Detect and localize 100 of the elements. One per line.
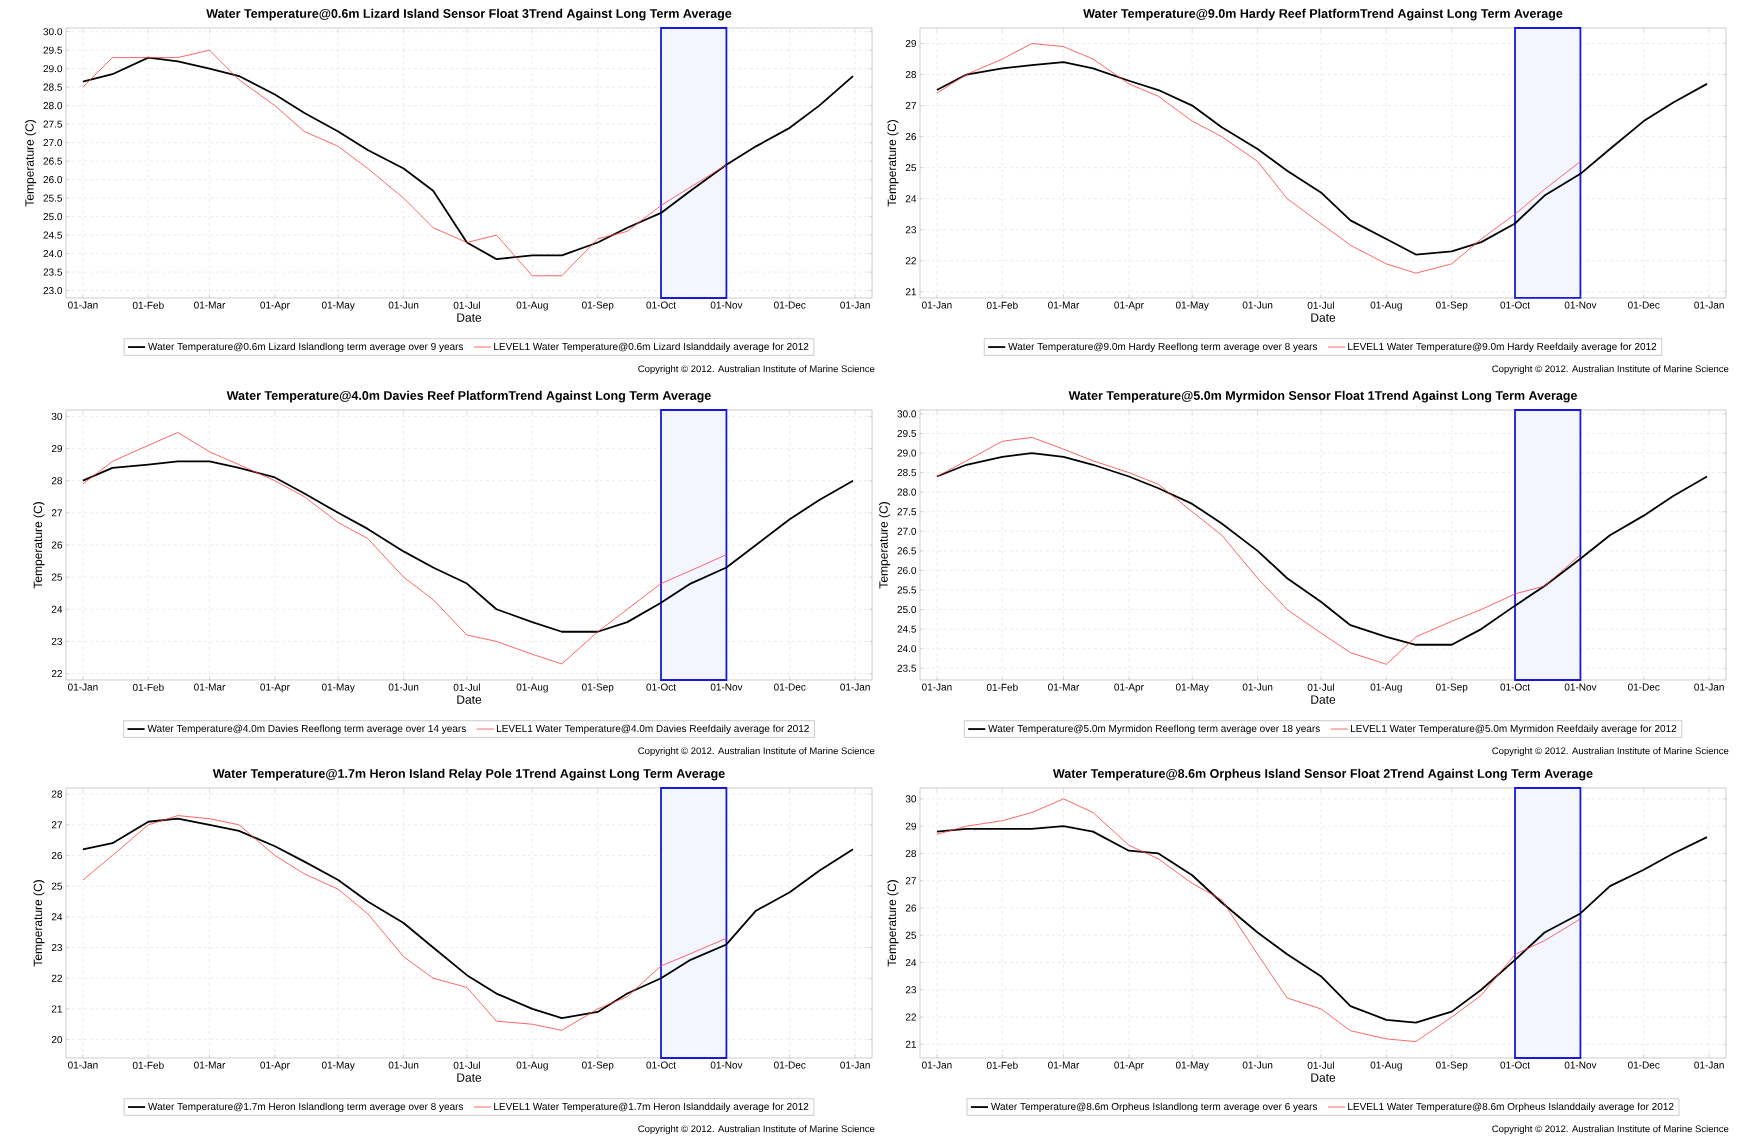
x-tick-label: 01-Dec bbox=[774, 683, 806, 691]
y-tick-label: 26.0 bbox=[897, 566, 917, 574]
x-tick-label: 01-May bbox=[321, 301, 355, 311]
x-tick-label: 01-Sep bbox=[581, 1061, 614, 1071]
y-tick-label: 29 bbox=[51, 445, 63, 453]
x-tick-label: 01-Mar bbox=[194, 301, 226, 309]
x-tick-label: 01-Jan bbox=[840, 301, 870, 309]
y-tick-label: 27.0 bbox=[897, 527, 917, 535]
x-tick-label: 01-Jan bbox=[1694, 1061, 1724, 1069]
y-tick-label: 26 bbox=[905, 904, 917, 912]
x-tick-label: 01-Mar bbox=[1048, 1061, 1080, 1069]
x-tick-label: 01-Jul bbox=[1307, 1061, 1334, 1069]
x-tick-label: 01-Jan bbox=[1694, 683, 1724, 691]
y-tick-label: 28.5 bbox=[897, 469, 917, 477]
x-tick-label: 01-Nov bbox=[710, 301, 743, 309]
x-tick-label: 01-Dec bbox=[1628, 683, 1660, 691]
line-series bbox=[81, 56, 854, 261]
x-axis-title: Date bbox=[457, 313, 482, 322]
y-tick-label: 23 bbox=[905, 226, 917, 234]
x-tick-label: 01-Oct bbox=[646, 1061, 676, 1069]
x-tick-label: 01-Mar bbox=[1048, 301, 1080, 309]
x-tick-label: 01-Jun bbox=[388, 683, 419, 691]
y-tick-label: 21 bbox=[905, 288, 916, 296]
x-tick-label: 01-Feb bbox=[132, 683, 164, 691]
y-tick-label: 24.0 bbox=[43, 250, 63, 258]
x-tick-label: 01-Jan bbox=[1694, 301, 1724, 309]
y-tick-label: 27.0 bbox=[43, 139, 63, 147]
y-axis-title: Temperature (C) bbox=[878, 502, 891, 589]
y-tick-label: 30 bbox=[905, 795, 917, 803]
x-axis-title: Date bbox=[457, 695, 482, 704]
x-tick-label: 01-Jul bbox=[453, 301, 480, 309]
legend-label: LEVEL1 Water Temperature@1.7m Heron Islanddaily average for 2012 bbox=[494, 1102, 809, 1112]
y-tick-label: 25.5 bbox=[43, 194, 63, 202]
legend-label: Water Temperature@4.0m Davies Reeflong term average over 14 years bbox=[147, 724, 466, 734]
y-tick-label: 28.0 bbox=[897, 488, 917, 496]
y-tick-label: 23.5 bbox=[897, 664, 917, 672]
legend-label: LEVEL1 Water Temperature@4.0m Davies Reefdaily average for 2012 bbox=[496, 724, 809, 734]
y-tick-label: 23 bbox=[51, 637, 63, 645]
legend-label: Water Temperature@1.7m Heron Islandlong term average over 8 years bbox=[148, 1102, 464, 1112]
line-series bbox=[935, 452, 1708, 646]
x-tick-label: 01-Sep bbox=[1435, 683, 1468, 693]
x-tick-label: 01-Jun bbox=[388, 1061, 419, 1069]
line-series bbox=[81, 817, 854, 1019]
legend-label: LEVEL1 Water Temperature@9.0m Hardy Reefdaily average for 2012 bbox=[1348, 342, 1657, 352]
legend-label: Water Temperature@5.0m Myrmidon Reeflong term average over 18 years bbox=[988, 724, 1320, 734]
x-axis-title: Date bbox=[1311, 695, 1336, 704]
x-tick-label: 01-May bbox=[1175, 683, 1209, 693]
x-tick-label: 01-Feb bbox=[132, 301, 164, 309]
x-tick-label: 01-Apr bbox=[1114, 1061, 1144, 1071]
y-tick-label: 28 bbox=[51, 477, 63, 485]
y-tick-label: 25 bbox=[905, 931, 917, 939]
y-tick-label: 24.5 bbox=[43, 231, 63, 239]
x-tick-label: 01-Jan bbox=[67, 683, 98, 691]
y-axis-title: Temperature (C) bbox=[887, 880, 899, 967]
x-axis-title: Date bbox=[1311, 1073, 1336, 1082]
y-tick-label: 29 bbox=[905, 822, 917, 830]
x-tick-label: 01-Jan bbox=[922, 1061, 952, 1069]
legend-label: LEVEL1 Water Temperature@8.6m Orpheus Islanddaily average for 2012 bbox=[1348, 1102, 1674, 1112]
x-tick-label: 01-May bbox=[321, 1061, 355, 1071]
x-tick-label: 01-Aug bbox=[1370, 301, 1402, 311]
x-tick-label: 01-Aug bbox=[516, 301, 548, 311]
x-tick-label: 01-Jan bbox=[67, 1061, 98, 1069]
x-tick-label: 01-Sep bbox=[581, 301, 614, 311]
x-tick-label: 01-Dec bbox=[1628, 1061, 1660, 1069]
chart-title: Water Temperature@5.0m Myrmidon Sensor Float 1Trend Against Long Term Average bbox=[1068, 390, 1577, 403]
x-tick-label: 01-Jul bbox=[1307, 301, 1334, 309]
y-tick-label: 25.0 bbox=[43, 213, 63, 221]
text: Copyright © 2012. Australian Institute of Marine Science bbox=[1492, 747, 1729, 757]
x-tick-label: 01-Jul bbox=[453, 683, 480, 691]
y-tick-label: 20 bbox=[51, 1036, 63, 1044]
y-axis-title: Temperature (C) bbox=[33, 880, 45, 967]
y-tick-label: 26.0 bbox=[43, 176, 63, 184]
y-tick-label: 24.5 bbox=[897, 625, 917, 633]
y-tick-label: 25 bbox=[51, 573, 63, 581]
x-tick-label: 01-Oct bbox=[1500, 683, 1530, 691]
x-tick-label: 01-Jan bbox=[840, 1061, 870, 1069]
text: Copyright © 2012. Australian Institute of Marine Science bbox=[638, 747, 875, 757]
y-tick-label: 27 bbox=[905, 877, 916, 885]
x-tick-label: 01-Jun bbox=[1242, 1061, 1273, 1069]
x-tick-label: 01-Jan bbox=[840, 683, 870, 691]
y-tick-label: 24.0 bbox=[897, 645, 917, 653]
chart-title: Water Temperature@9.0m Hardy Reef PlatformTrend Against Long Term Average bbox=[1083, 8, 1563, 21]
y-tick-label: 26.5 bbox=[897, 547, 917, 555]
x-tick-label: 01-Aug bbox=[1370, 683, 1402, 693]
x-tick-label: 01-Jun bbox=[1242, 683, 1273, 691]
x-tick-label: 01-Jan bbox=[67, 301, 98, 309]
x-tick-label: 01-Apr bbox=[260, 1061, 290, 1071]
y-tick-label: 24 bbox=[905, 195, 917, 203]
line-series bbox=[936, 798, 1581, 1043]
x-tick-label: 01-Sep bbox=[1435, 301, 1468, 311]
y-tick-label: 29.5 bbox=[43, 46, 63, 54]
chart-title: Water Temperature@0.6m Lizard Island Sensor Float 3Trend Against Long Term Average bbox=[206, 8, 732, 21]
x-tick-label: 01-Feb bbox=[986, 1061, 1018, 1069]
y-tick-label: 23 bbox=[905, 986, 917, 994]
y-tick-label: 22 bbox=[51, 670, 62, 678]
x-tick-label: 01-Apr bbox=[1114, 683, 1144, 693]
x-tick-label: 01-Apr bbox=[260, 683, 290, 693]
y-tick-label: 28 bbox=[51, 790, 63, 798]
x-tick-label: 01-Nov bbox=[710, 1061, 743, 1069]
legend-label: LEVEL1 Water Temperature@5.0m Myrmidon Reefdaily average for 2012 bbox=[1350, 724, 1677, 734]
